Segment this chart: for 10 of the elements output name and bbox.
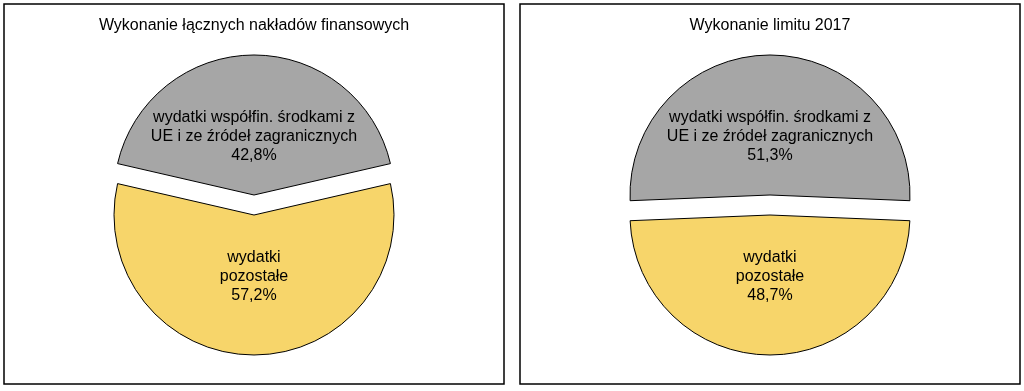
slice-label: wydatki współfin. środkami z UE i ze źródeł zagranicznych xyxy=(150,108,358,144)
chart-title: Wykonanie limitu 2017 xyxy=(689,16,851,33)
data-label: 48,7% xyxy=(747,286,793,303)
data-label: 51,3% xyxy=(747,146,793,163)
data-label: 57,2% xyxy=(231,286,277,303)
chart-title: Wykonanie łącznych nakładów finansowych xyxy=(98,16,410,33)
slice-label: wydatki pozostałe xyxy=(219,248,289,284)
data-label: 42,8% xyxy=(231,146,277,163)
slice-label: wydatki pozostałe xyxy=(735,248,805,284)
slice-label: wydatki współfin. środkami z UE i ze źródeł zagranicznych xyxy=(666,108,874,144)
